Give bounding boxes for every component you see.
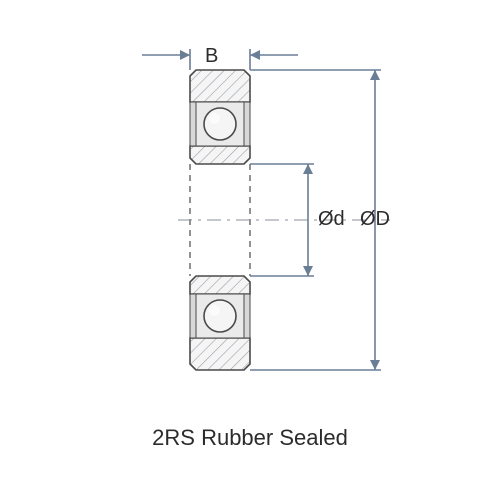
label-D: ØD	[360, 208, 390, 230]
caption-text: 2RS Rubber Sealed	[0, 425, 500, 451]
dimension-B: B	[142, 45, 298, 70]
label-B: B	[205, 45, 218, 67]
diagram-container: B Ød ØD 2RS Rubber Sealed	[0, 0, 500, 500]
label-d: Ød	[318, 208, 345, 230]
